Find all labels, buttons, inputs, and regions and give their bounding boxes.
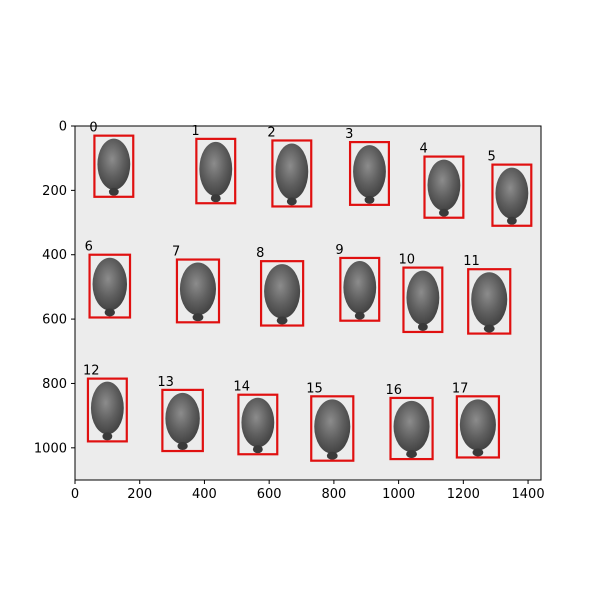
bounding-box-8 bbox=[259, 260, 305, 327]
x-tick-label: 400 bbox=[192, 487, 217, 502]
bounding-box-11 bbox=[467, 268, 512, 335]
seed-tip-0 bbox=[108, 187, 119, 196]
bounding-box-12 bbox=[86, 377, 128, 443]
seed-9 bbox=[343, 260, 377, 314]
y-tick-label: 0 bbox=[59, 120, 67, 135]
x-tick-label: 1000 bbox=[382, 487, 415, 502]
box-label-14: 14 bbox=[233, 380, 250, 395]
seed-tip-3 bbox=[364, 195, 375, 204]
bounding-box-16 bbox=[389, 396, 434, 461]
box-label-7: 7 bbox=[172, 245, 180, 260]
axes-frame bbox=[74, 125, 542, 481]
seed-tip-9 bbox=[354, 311, 365, 320]
box-label-10: 10 bbox=[398, 253, 415, 268]
y-tick-label: 1000 bbox=[34, 441, 67, 456]
y-tick-label: 200 bbox=[42, 184, 67, 199]
x-tick-label: 200 bbox=[127, 487, 152, 502]
x-tick-label: 800 bbox=[321, 487, 346, 502]
y-tick-label: 800 bbox=[42, 377, 67, 392]
box-label-13: 13 bbox=[157, 375, 174, 390]
box-label-4: 4 bbox=[420, 142, 428, 157]
seed-10 bbox=[406, 270, 440, 325]
bounding-box-7 bbox=[175, 258, 221, 324]
seed-7 bbox=[179, 262, 217, 316]
box-label-0: 0 bbox=[89, 121, 97, 136]
seed-16 bbox=[393, 400, 430, 453]
bounding-box-14 bbox=[237, 393, 279, 456]
box-label-9: 9 bbox=[335, 243, 343, 258]
seed-tip-7 bbox=[192, 313, 204, 322]
box-label-1: 1 bbox=[191, 124, 199, 139]
seed-8 bbox=[264, 264, 301, 319]
seed-12 bbox=[90, 381, 124, 435]
bounding-box-6 bbox=[88, 253, 132, 319]
x-tick-label: 1400 bbox=[512, 487, 545, 502]
seed-6 bbox=[92, 257, 128, 311]
seed-14 bbox=[241, 397, 275, 448]
box-label-3: 3 bbox=[345, 127, 353, 142]
y-axis: 0 200 400 600 800 1000 bbox=[34, 120, 75, 456]
y-tick-label: 400 bbox=[42, 248, 67, 263]
bounding-box-0 bbox=[93, 134, 135, 198]
bounding-box-17 bbox=[455, 395, 501, 459]
seed-tip-15 bbox=[326, 451, 338, 460]
box-label-8: 8 bbox=[256, 246, 264, 261]
y-tick-label: 600 bbox=[42, 313, 67, 328]
x-axis: 0 200 400 600 800 1000 1200 1400 bbox=[71, 480, 545, 502]
box-label-17: 17 bbox=[452, 381, 469, 396]
seed-5 bbox=[495, 167, 529, 219]
box-label-5: 5 bbox=[487, 150, 495, 165]
bounding-box-9 bbox=[339, 256, 381, 322]
bounding-box-2 bbox=[271, 139, 313, 208]
seed-tip-6 bbox=[104, 308, 115, 317]
seed-layer bbox=[90, 138, 529, 460]
bounding-box-5 bbox=[491, 163, 533, 227]
seed-tip-11 bbox=[483, 324, 495, 333]
seed-tip-12 bbox=[102, 432, 113, 441]
seed-0 bbox=[97, 138, 131, 190]
bounding-box-13 bbox=[161, 388, 204, 453]
x-tick-label: 600 bbox=[257, 487, 282, 502]
seed-tip-17 bbox=[472, 448, 484, 457]
box-label-12: 12 bbox=[83, 364, 100, 379]
seed-tip-10 bbox=[417, 322, 428, 331]
seed-3 bbox=[353, 145, 386, 198]
box-label-16: 16 bbox=[386, 383, 403, 398]
x-tick-label: 0 bbox=[71, 487, 79, 502]
box-label-2: 2 bbox=[267, 125, 275, 140]
bounding-box-10 bbox=[402, 266, 444, 334]
bounding-box-3 bbox=[348, 140, 391, 206]
seed-11 bbox=[471, 272, 508, 327]
bounding-box-1 bbox=[195, 137, 237, 205]
seed-tip-16 bbox=[406, 450, 417, 459]
box-label-6: 6 bbox=[85, 240, 93, 255]
x-tick-label: 1200 bbox=[447, 487, 480, 502]
seed-2 bbox=[275, 143, 309, 200]
seed-15 bbox=[314, 399, 351, 454]
seed-tip-4 bbox=[438, 208, 449, 217]
seed-tip-14 bbox=[252, 445, 263, 454]
seed-1 bbox=[199, 141, 233, 197]
seed-tip-13 bbox=[177, 442, 188, 451]
seed-13 bbox=[165, 392, 200, 445]
bounding-box-4 bbox=[423, 155, 465, 219]
seed-tip-2 bbox=[286, 197, 297, 206]
seed-tip-5 bbox=[506, 216, 517, 225]
box-label-15: 15 bbox=[306, 381, 323, 396]
seed-17 bbox=[459, 399, 496, 451]
seed-tip-8 bbox=[276, 316, 288, 325]
bounding-box-15 bbox=[310, 395, 355, 462]
seed-4 bbox=[427, 159, 461, 211]
box-label-11: 11 bbox=[463, 254, 480, 269]
seed-tip-1 bbox=[210, 194, 221, 203]
